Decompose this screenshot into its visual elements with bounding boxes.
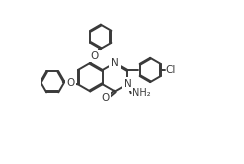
Text: O: O [90, 51, 98, 61]
Text: O: O [66, 78, 75, 88]
Text: NH₂: NH₂ [132, 88, 150, 98]
Text: N: N [124, 79, 131, 89]
Text: N: N [111, 58, 119, 68]
Text: O: O [101, 93, 110, 103]
Text: Cl: Cl [165, 65, 176, 75]
